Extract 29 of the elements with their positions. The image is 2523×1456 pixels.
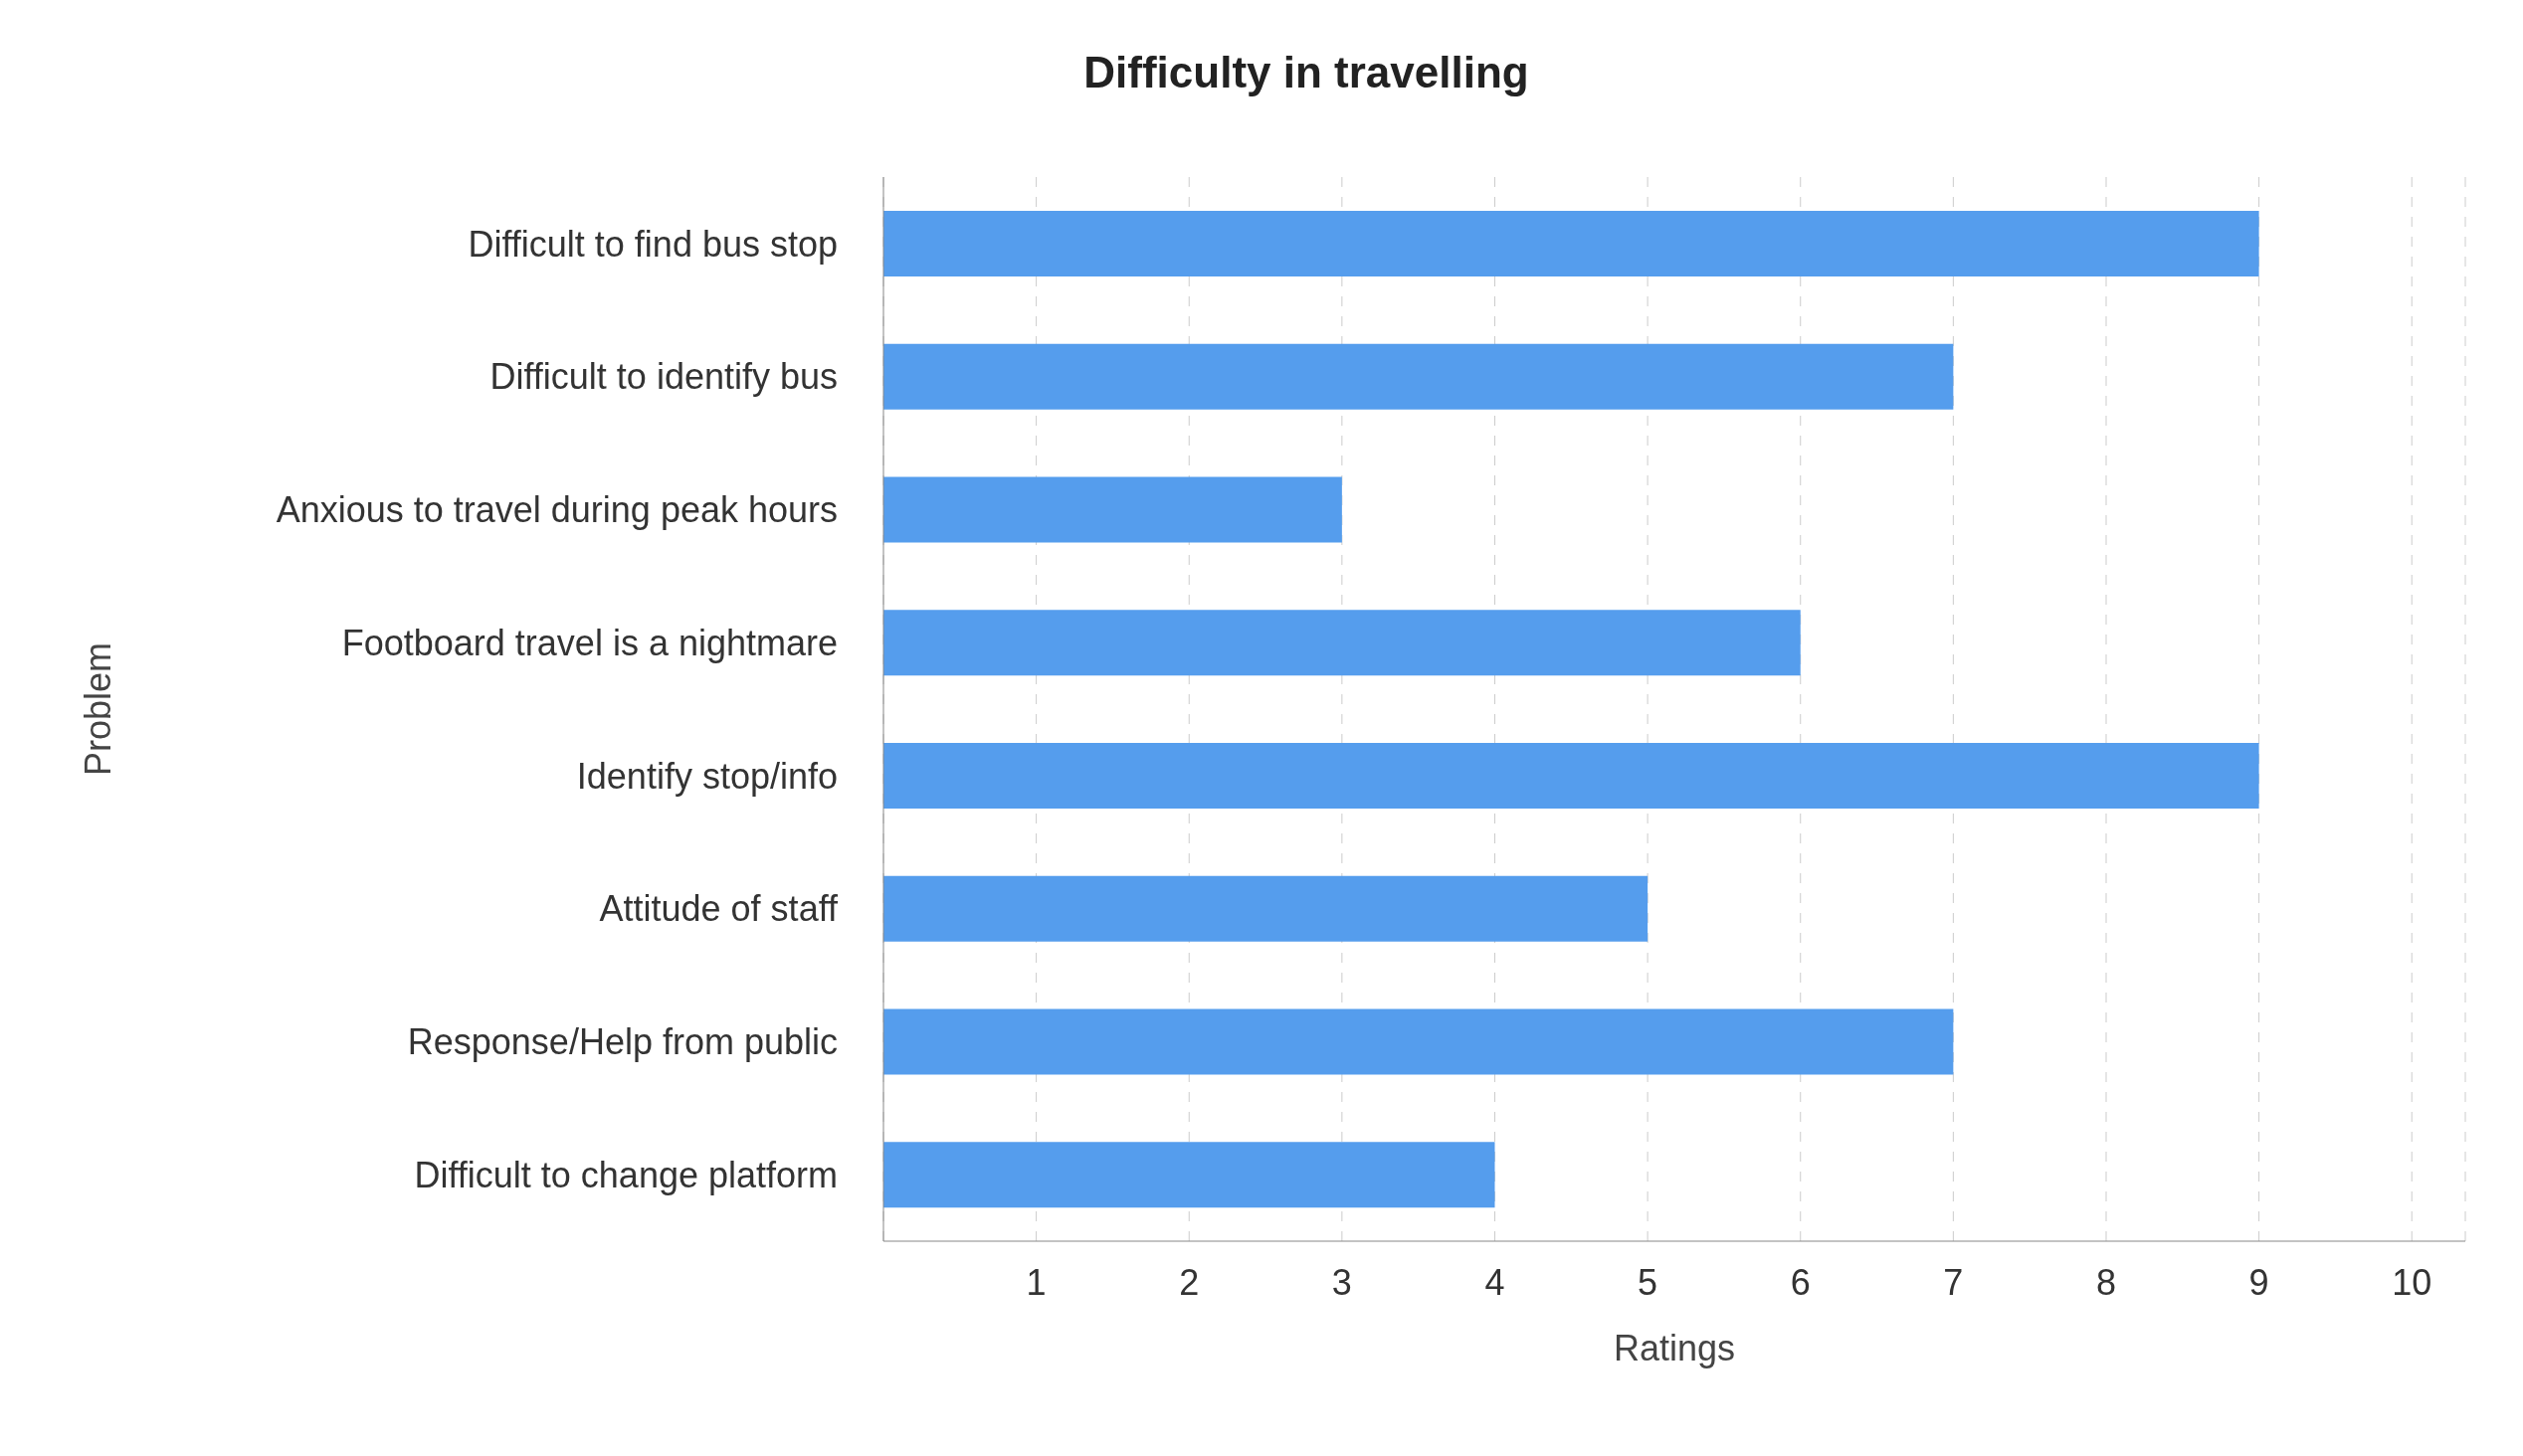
bar [883, 1008, 1954, 1075]
x-tick-label: 8 [2095, 1261, 2116, 1303]
y-tick-label: Difficult to find bus stop [468, 223, 838, 265]
bar [883, 610, 1801, 676]
x-tick-label: 7 [1943, 1261, 1964, 1303]
y-tick-label: Anxious to travel during peak hours [276, 489, 838, 531]
y-tick-label: Difficult to identify bus [489, 356, 838, 398]
x-tick-label: 3 [1331, 1261, 1352, 1303]
bar [883, 1142, 1495, 1208]
bar [883, 743, 2259, 809]
y-tick-label: Response/Help from public [407, 1021, 838, 1063]
y-tick-label: Footboard travel is a nightmare [341, 622, 838, 663]
bar [883, 343, 1954, 410]
y-tick-label: Attitude of staff [599, 888, 839, 930]
y-tick-label: Identify stop/info [576, 755, 838, 797]
y-axis-title: Problem [77, 641, 118, 777]
x-axis-title: Ratings [1613, 1328, 1736, 1368]
x-tick-label: 10 [2392, 1261, 2432, 1303]
chart-title: Difficulty in travelling [1082, 48, 1530, 97]
bar [883, 476, 1342, 543]
x-tick-label: 6 [1790, 1261, 1811, 1303]
x-tick-label: 2 [1179, 1261, 1200, 1303]
x-tick-label: 1 [1026, 1261, 1047, 1303]
bar [883, 875, 1649, 942]
y-tick-label: Difficult to change platform [414, 1154, 838, 1195]
x-tick-label: 9 [2248, 1261, 2269, 1303]
x-tick-label: 5 [1638, 1261, 1658, 1303]
x-tick-label: 4 [1484, 1261, 1505, 1303]
bar [883, 211, 2259, 276]
